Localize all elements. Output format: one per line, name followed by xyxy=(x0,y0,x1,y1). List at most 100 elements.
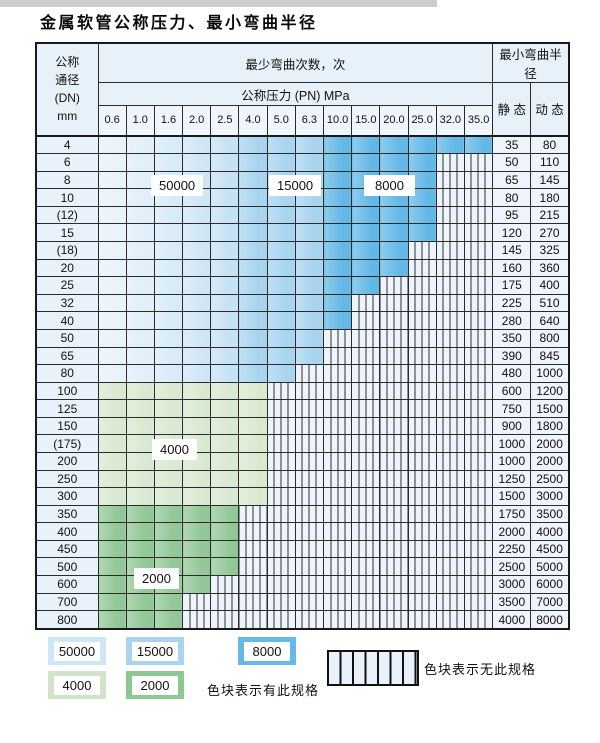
spec-cell xyxy=(182,487,212,506)
spec-cell xyxy=(294,134,325,155)
table-row: 125 750 1500 xyxy=(35,399,570,418)
spec-cell xyxy=(125,241,155,260)
static-cell: 3500 xyxy=(492,592,532,612)
no-spec-cell xyxy=(463,205,494,225)
spec-cell xyxy=(238,170,268,190)
no-spec-cell xyxy=(463,416,494,436)
spec-cell xyxy=(294,311,325,330)
spec-cell xyxy=(210,188,240,207)
no-spec-cell xyxy=(407,434,437,453)
no-spec-cell xyxy=(463,170,494,190)
spec-cell xyxy=(153,504,184,524)
dn-cell: 4 xyxy=(35,134,99,155)
no-spec-cell xyxy=(294,469,325,489)
no-spec-cell xyxy=(266,469,296,489)
dynamic-cell: 3500 xyxy=(530,504,570,524)
spec-cell xyxy=(153,293,184,313)
spec-cell xyxy=(182,469,212,489)
spec-cell xyxy=(322,276,353,295)
static-cell: 120 xyxy=(492,223,532,243)
spec-cell xyxy=(125,399,155,418)
static-cell: 225 xyxy=(492,293,532,313)
no-spec-cell xyxy=(435,575,465,594)
spec-cell xyxy=(182,364,212,383)
static-cell: 1750 xyxy=(492,504,532,524)
spec-cell xyxy=(351,153,381,172)
spec-cell xyxy=(97,241,127,260)
spec-cell xyxy=(238,205,268,225)
no-spec-cell xyxy=(379,364,409,383)
static-cell: 480 xyxy=(492,364,532,383)
spec-cell xyxy=(322,188,353,207)
no-spec-cell xyxy=(379,451,409,471)
no-spec-cell xyxy=(463,293,494,313)
static-cell: 50 xyxy=(492,153,532,172)
static-cell: 1000 xyxy=(492,451,532,471)
pressure-tick: 5.0 xyxy=(266,105,296,136)
static-cell: 175 xyxy=(492,276,532,295)
table-row: (18) 145 325 xyxy=(35,241,570,260)
spec-cell xyxy=(153,487,184,506)
table-row: 25 175 400 xyxy=(35,276,570,295)
spec-cell xyxy=(294,346,325,366)
no-spec-cell xyxy=(463,381,494,401)
legend-swatch-value: 50000 xyxy=(54,641,100,661)
no-spec-cell xyxy=(351,487,381,506)
no-spec-cell xyxy=(294,451,325,471)
spec-cell xyxy=(238,364,268,383)
no-spec-cell xyxy=(238,592,268,612)
spec-cell xyxy=(210,328,240,348)
dynamic-cell: 215 xyxy=(530,205,570,225)
table-body: 4 35 80 6 50 110 8 65 145 10 80 180 (12) 95 215 15 120 27… xyxy=(35,134,570,630)
no-spec-cell xyxy=(266,399,296,418)
spec-cell xyxy=(97,293,127,313)
spec-cell xyxy=(210,364,240,383)
no-spec-cell xyxy=(294,504,325,524)
header-row-2: 公称压力 (PN) MPa 静 态 动 态 xyxy=(36,82,570,136)
spec-cell xyxy=(379,223,409,243)
static-cell: 390 xyxy=(492,346,532,366)
dn-cell: 100 xyxy=(35,381,99,401)
dynamic-cell: 4500 xyxy=(530,539,570,559)
spec-cell xyxy=(97,434,127,453)
table-row: 4 35 80 xyxy=(35,134,570,155)
dynamic-cell: 6000 xyxy=(530,575,570,594)
spec-cell xyxy=(210,241,240,260)
spec-cell xyxy=(294,328,325,348)
no-spec-cell xyxy=(351,610,381,630)
dynamic-cell: 1800 xyxy=(530,416,570,436)
no-spec-cell xyxy=(435,381,465,401)
spec-cell xyxy=(351,223,381,243)
no-spec-cell xyxy=(379,381,409,401)
no-spec-cell xyxy=(435,610,465,630)
no-spec-cell xyxy=(266,522,296,541)
no-spec-cell xyxy=(351,575,381,594)
spec-cell xyxy=(125,311,155,330)
dn-header: 公称 通径 (DN) mm xyxy=(35,42,99,136)
no-spec-cell xyxy=(351,451,381,471)
dynamic-cell: 640 xyxy=(530,311,570,330)
spec-cell xyxy=(182,258,212,278)
spec-cell xyxy=(266,276,296,295)
no-spec-cell xyxy=(463,328,494,348)
spec-cell xyxy=(182,346,212,366)
dn-cell: 20 xyxy=(35,258,99,278)
no-spec-cell xyxy=(407,311,437,330)
spec-cell xyxy=(153,205,184,225)
spec-cell xyxy=(153,276,184,295)
dn-cell: 65 xyxy=(35,346,99,366)
dynamic-cell: 2500 xyxy=(530,469,570,489)
spec-cell xyxy=(351,258,381,278)
dn-cell: 8 xyxy=(35,170,99,190)
no-spec-cell xyxy=(435,311,465,330)
dynamic-cell: 400 xyxy=(530,276,570,295)
dynamic-cell: 8000 xyxy=(530,610,570,630)
dn-cell: 150 xyxy=(35,416,99,436)
no-spec-cell xyxy=(266,434,296,453)
no-spec-cell xyxy=(435,188,465,207)
pressure-tick: 25.0 xyxy=(407,105,437,136)
table-row: 100 600 1200 xyxy=(35,381,570,401)
dynamic-cell: 110 xyxy=(530,153,570,172)
no-spec-cell xyxy=(435,328,465,348)
cycles-label-50000: 50000 xyxy=(151,175,204,196)
